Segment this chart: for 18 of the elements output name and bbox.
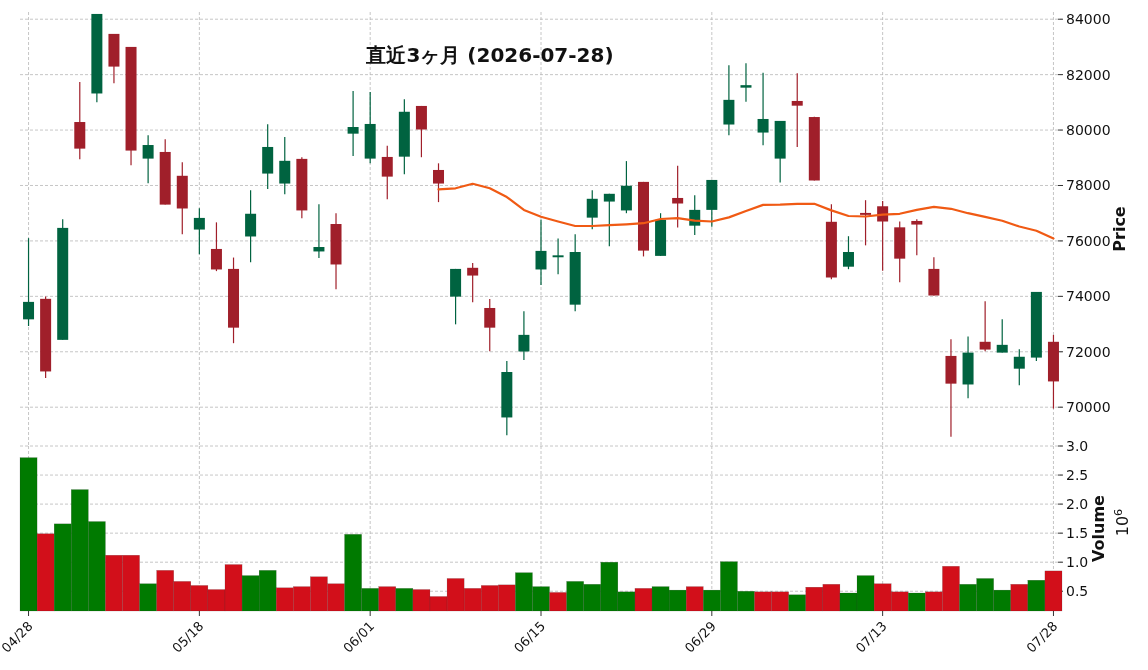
y-tick-label: 1.0 [1066, 554, 1089, 571]
y-tick-label: 3.0 [1066, 438, 1089, 454]
y-tick-label: 72000 [1066, 343, 1111, 360]
y-axis-title: Price [1110, 206, 1129, 252]
y-tick-label: 84000 [1066, 11, 1111, 28]
y-tick-label: 78000 [1066, 177, 1111, 194]
line-series [437, 182, 1055, 240]
y-tick-label: 80000 [1066, 122, 1111, 139]
y-tick-label: 1.5 [1066, 525, 1089, 542]
y-tick-label: 82000 [1066, 66, 1111, 83]
y-tick-label: 70000 [1066, 399, 1111, 416]
y-axis-title: Volume [1089, 494, 1108, 562]
y-tick-label: 76000 [1066, 232, 1111, 249]
y-tick-label: 2.0 [1066, 496, 1089, 513]
y-tick-label: 74000 [1066, 288, 1111, 305]
y-tick-label: 0.5 [1066, 583, 1089, 600]
text: 直近3ヶ月 (2026-07-28) [365, 43, 614, 67]
y-tick-label: 2.5 [1066, 467, 1089, 484]
